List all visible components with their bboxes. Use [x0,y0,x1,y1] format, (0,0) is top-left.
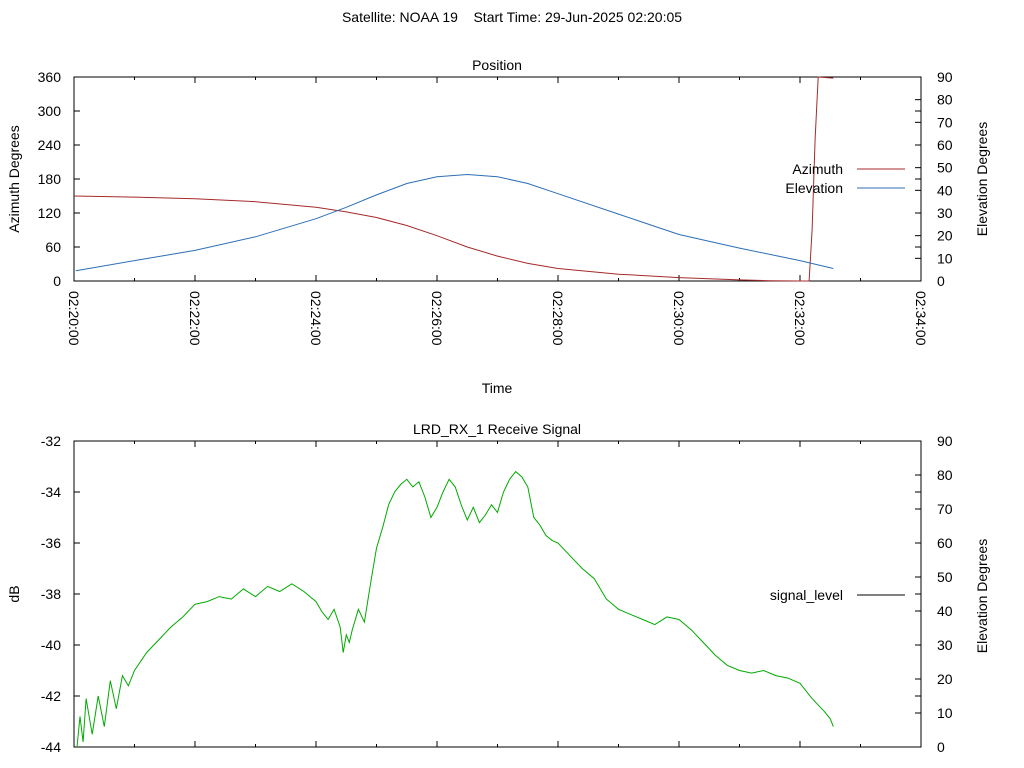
y-tick-label: 120 [38,205,62,221]
position-y-axis-label: Azimuth Degrees [6,125,22,232]
y-tick-label: 240 [38,137,62,153]
legend-signal-level-label: signal_level [770,587,843,603]
signal-y2-axis-label: Elevation Degrees [974,539,990,653]
y-tick-label: 180 [38,171,62,187]
y2-tick-label: 90 [937,433,953,449]
signal-y-axis-label: dB [6,585,22,602]
signal-series [76,470,834,748]
x-tick-label: 02:26:00 [429,291,445,346]
y2-tick-label: 30 [937,205,953,221]
position-series [73,76,834,282]
y2-tick-label: 50 [937,160,953,176]
y-tick-label: -44 [41,739,61,755]
legend-azimuth-label: Azimuth [792,161,843,177]
y2-tick-label: 90 [937,69,953,85]
y2-tick-label: 0 [937,739,945,755]
y-tick-label: -38 [41,586,61,602]
position-chart-title: Position [472,57,522,73]
y2-tick-label: 80 [937,467,953,483]
y2-tick-label: 60 [937,137,953,153]
y-tick-label: 0 [53,273,61,289]
y2-tick-label: 40 [937,603,953,619]
y2-tick-label: 70 [937,114,953,130]
y2-tick-label: 30 [937,637,953,653]
position-x-axis-label: Time [482,380,513,396]
position-plot-frame [73,76,922,282]
y2-tick-label: 0 [937,273,945,289]
signal-legend: signal_level [770,587,905,603]
y2-tick-label: 10 [937,705,953,721]
x-tick-label: 02:24:00 [308,291,324,346]
y-tick-label: -32 [41,433,61,449]
y2-tick-label: 80 [937,92,953,108]
position-x-axis: 02:20:00 02:22:00 02:24:00 02:26:00 02:28:00… [66,77,929,346]
position-legend: Azimuth Elevation [785,161,905,196]
series-line-elevation [75,173,834,272]
signal-chart: LRD_RX_1 Receive Signal -44 -42 -40 -38 -36 -… [6,421,990,755]
y2-tick-label: 20 [937,671,953,687]
y2-tick-label: 10 [937,250,953,266]
y-tick-label: 300 [38,103,62,119]
y-tick-label: -34 [41,484,61,500]
legend-elevation-label: Elevation [785,180,843,196]
figure-title: Satellite: NOAA 19 Start Time: 29-Jun-20… [342,9,682,25]
x-tick-label: 02:28:00 [550,291,566,346]
x-tick-label: 02:32:00 [792,291,808,346]
position-y2-axis-label: Elevation Degrees [974,122,990,236]
signal-y2-axis: 0 10 20 30 40 50 60 70 80 90 [915,433,953,755]
y2-tick-label: 70 [937,501,953,517]
y-tick-label: 360 [38,69,62,85]
y-tick-label: 60 [45,239,61,255]
signal-x-axis [73,441,922,747]
x-tick-label: 02:34:00 [913,291,929,346]
y-tick-label: -42 [41,688,61,704]
y2-tick-label: 40 [937,182,953,198]
signal-chart-title: LRD_RX_1 Receive Signal [413,421,581,437]
y2-tick-label: 20 [937,228,953,244]
y-tick-label: -36 [41,535,61,551]
series-line-signal-level [76,470,834,748]
x-tick-label: 02:30:00 [671,291,687,346]
x-tick-label: 02:20:00 [66,291,82,346]
series-line-azimuth [73,76,834,282]
position-y-axis: 0 60 120 180 240 300 360 [38,69,921,289]
x-tick-label: 02:22:00 [187,291,203,346]
y2-tick-label: 60 [937,535,953,551]
y2-tick-label: 50 [937,569,953,585]
position-chart: Position 0 60 120 180 240 300 360 0 10 20 30 40 50 6… [6,57,990,396]
position-y2-axis: 0 10 20 30 40 50 60 70 80 90 [915,69,953,289]
y-tick-label: -40 [41,637,61,653]
